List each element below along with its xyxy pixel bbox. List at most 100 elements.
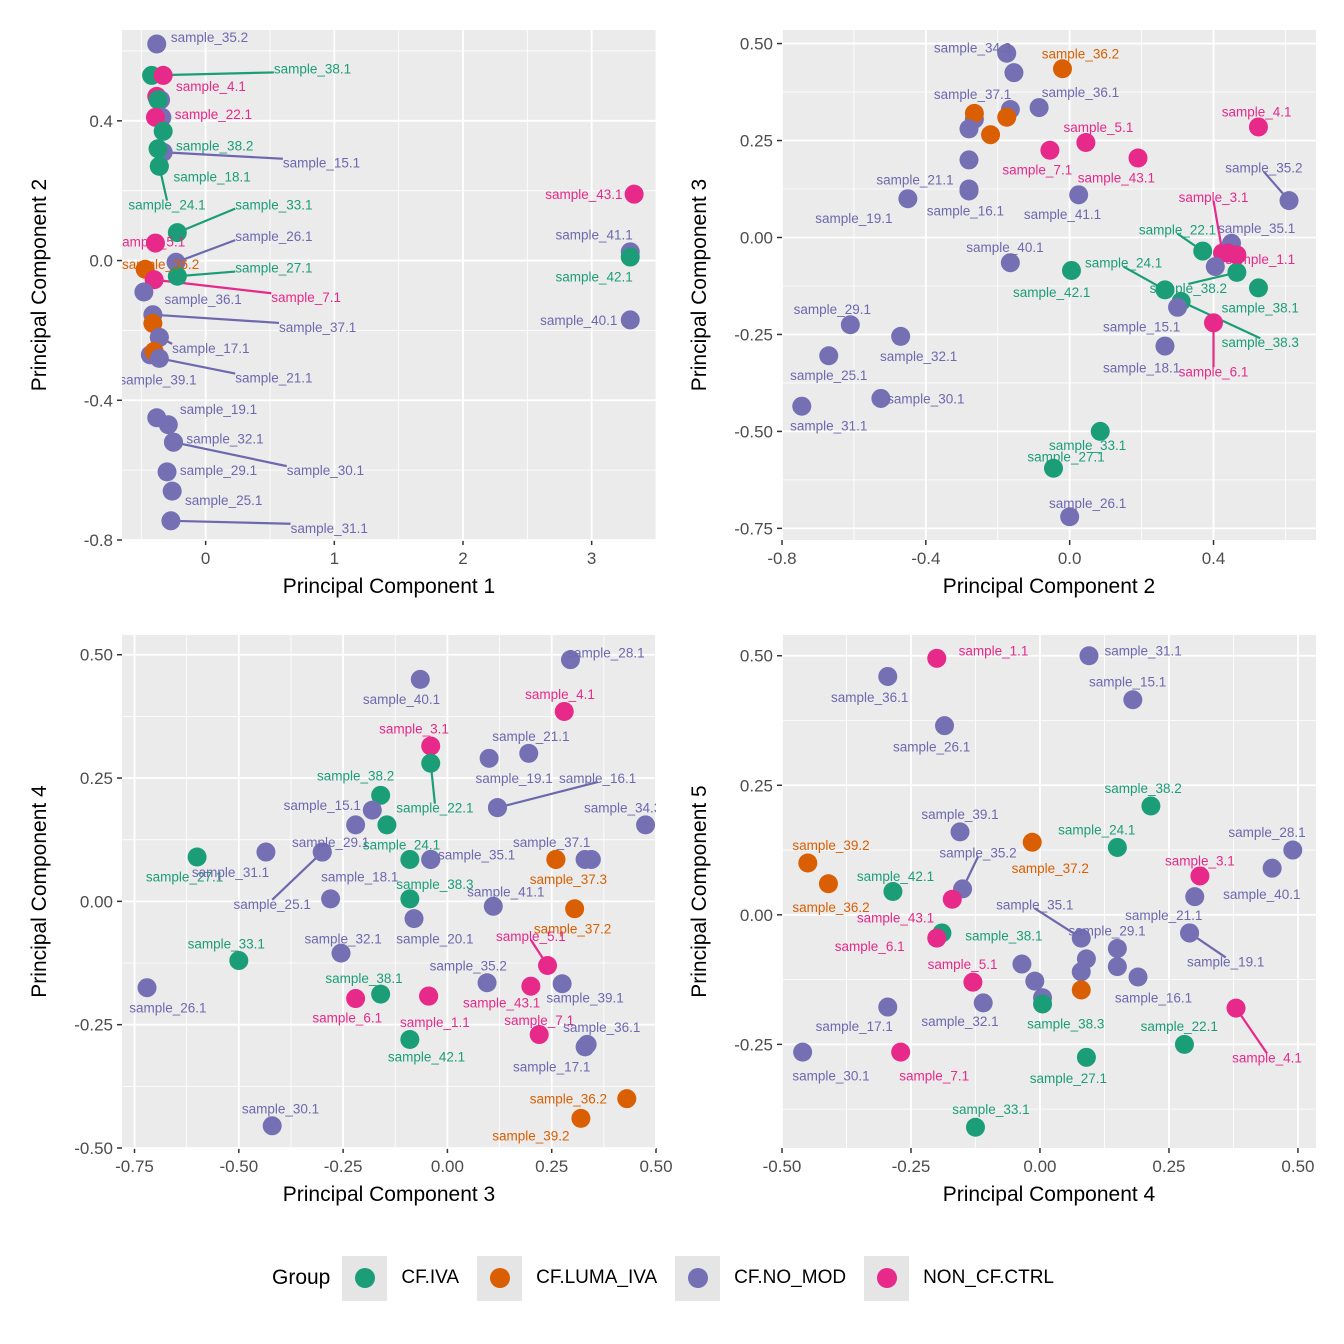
data-point [1193,241,1213,261]
point-label: sample_24.1 [1085,256,1162,271]
y-tick-label: -0.50 [734,422,773,441]
data-point [959,181,979,201]
x-tick-label: 2 [458,549,467,568]
point-label: sample_18.1 [321,870,398,885]
data-point [400,1029,420,1049]
points-layer: sample_34.3 sample_36.2 sample_37.1 sample_… [790,40,1303,527]
data-point [1141,796,1161,816]
point-label: sample_7.1 [899,1068,969,1083]
point-label: sample_26.1 [235,229,312,244]
point-label: sample_40.1 [1223,887,1300,902]
y-tick-label: 0.50 [80,646,113,665]
x-tick-label: -0.75 [115,1157,154,1176]
data-point [1128,967,1148,987]
point-label: sample_38.3 [1027,1017,1104,1032]
data-point [1205,257,1225,277]
point-label: sample_25.1 [234,897,311,912]
point-label: sample_22.1 [175,107,252,122]
data-point [331,943,351,963]
data-point [565,899,585,919]
data-point [134,282,154,302]
x-tick-label: 0.50 [639,1157,672,1176]
point-label: sample_39.1 [921,807,998,822]
data-point [1185,887,1205,907]
data-point [421,753,441,773]
data-point [148,90,168,110]
point-label: sample_3.1 [1165,853,1235,868]
x-tick-label: 0.25 [535,1157,568,1176]
point-label: sample_19.1 [1187,954,1264,969]
data-point [145,107,165,127]
data-point [161,511,181,531]
point-label: sample_6.1 [1179,364,1249,379]
point-label: sample_36.1 [1042,85,1119,100]
point-label: sample_32.1 [880,349,957,364]
point-label: sample_38.1 [1222,300,1299,315]
label-connector [177,270,236,278]
y-tick-label: -0.8 [84,531,113,550]
data-point [617,1089,637,1109]
point-label: sample_39.2 [492,1129,569,1144]
data-point [1218,243,1238,263]
point-label: sample_36.1 [164,292,241,307]
data-point [1090,421,1110,441]
legend-item-cf-no-mod: CF.NO_MOD [675,1255,846,1301]
data-point [997,107,1017,127]
point-label: sample_3.1 [1179,190,1249,205]
data-point [1061,260,1081,280]
panel-2: -0.8 -0.4 0.0 0.4 0.50 0.25 0.00 -0.25 -0.50 -0.7… [688,30,1316,598]
label-connector [173,441,287,468]
data-point [1060,507,1080,527]
data-point [1069,185,1089,205]
data-point [162,481,182,501]
data-point [636,815,656,835]
point-label: sample_15.1 [1089,675,1166,690]
point-label: sample_4.1 [176,79,246,94]
data-point [346,989,366,1009]
data-point [878,666,898,686]
data-point [521,976,541,996]
point-label: sample_19.1 [476,771,553,786]
data-point [571,1108,591,1128]
point-label: sample_36.1 [831,690,908,705]
data-point [404,909,424,929]
point-label: sample_32.1 [921,1014,998,1029]
legend-item-cf-luma-iva: CF.LUMA_IVA [477,1255,657,1301]
y-tick-label: 0.4 [89,112,113,131]
point-label: sample_43.1 [545,187,622,202]
point-label: sample_19.1 [180,402,257,417]
data-point [1155,336,1175,356]
data-point [479,748,499,768]
point-label: sample_29.1 [180,463,257,478]
legend-key [342,1255,388,1301]
point-label: sample_18.1 [173,170,250,185]
x-axis-title: Principal Component 4 [943,1183,1156,1206]
data-point [819,346,839,366]
point-label: sample_4.1 [1222,104,1292,119]
data-point [1226,998,1246,1018]
point-label: sample_21.1 [876,172,953,187]
point-label: sample_32.1 [186,432,263,447]
data-point [1033,994,1053,1014]
point-label: sample_33.1 [235,198,312,213]
point-label: sample_40.1 [540,313,617,328]
data-point [419,986,439,1006]
point-label: sample_32.1 [304,931,381,946]
data-point [1012,954,1032,974]
point-label: sample_31.1 [1105,644,1182,659]
x-tick-label: -0.50 [763,1157,802,1176]
data-point [973,993,993,1013]
x-tick-label: -0.25 [892,1157,931,1176]
x-tick-label: 3 [587,549,596,568]
data-point [145,233,165,253]
data-point [400,889,420,909]
label-connector [159,357,236,375]
label-connector [163,151,283,160]
y-tick-label: -0.25 [734,1035,773,1054]
point-label: sample_33.1 [952,1102,1029,1117]
y-tick-label: 0.25 [80,769,113,788]
point-label: sample_29.1 [794,302,871,317]
data-point [552,974,572,994]
point-label: sample_22.1 [396,801,473,816]
y-tick-label: 0.25 [740,776,773,795]
